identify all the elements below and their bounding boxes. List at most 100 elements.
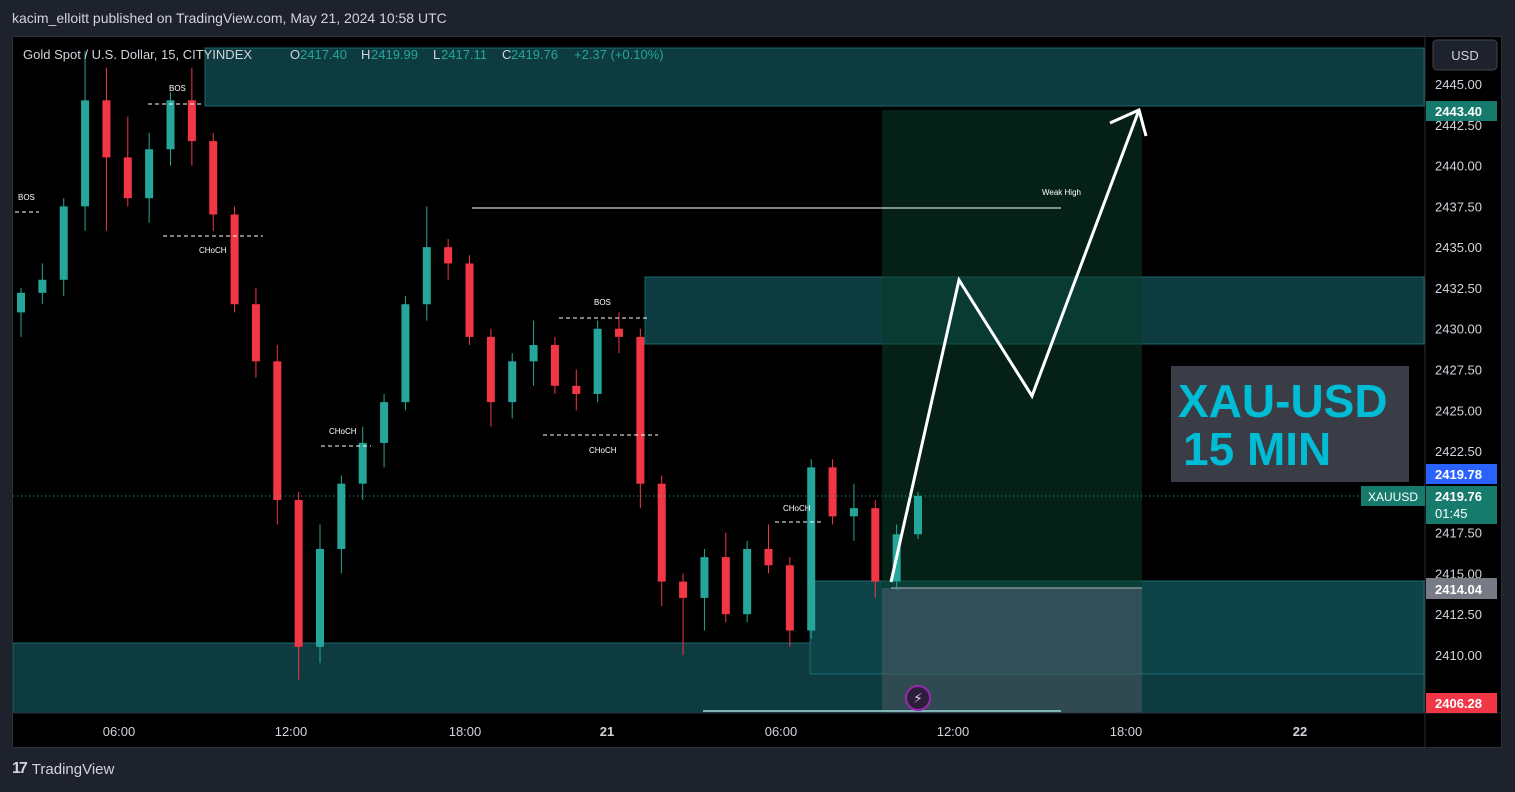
supply-zone-top: [204, 47, 1425, 107]
y-tick-label: 2440.00: [1435, 159, 1482, 174]
stop-price: 2406.28: [1435, 696, 1482, 711]
candle-body: [593, 328, 602, 394]
candle-body: [465, 263, 474, 337]
choch-label-3: CHoCH: [589, 446, 617, 455]
legend-h-label: H: [361, 47, 370, 62]
candle-body: [444, 247, 453, 264]
y-tick-label: 2410.00: [1435, 648, 1482, 663]
choch-label-4: CHoCH: [783, 504, 811, 513]
candle-body: [572, 385, 581, 394]
candle-body: [721, 557, 730, 615]
candle-body: [187, 100, 196, 142]
candle-body: [102, 100, 111, 158]
x-tick-label: 06:00: [765, 724, 798, 739]
candle-body: [145, 149, 154, 199]
bos-label-1: BOS: [169, 84, 186, 93]
last-price: 2419.76: [1435, 489, 1482, 504]
zone-top-price: 2443.40: [1435, 104, 1482, 119]
lightning-icon[interactable]: ⚡: [905, 685, 931, 711]
publish-line: kacim_elloitt published on TradingView.c…: [12, 10, 447, 26]
candle-body: [529, 345, 538, 362]
candle-body: [380, 402, 389, 443]
stop-price-tag: [1426, 693, 1497, 713]
y-tick-label: 2417.50: [1435, 526, 1482, 541]
candle-body: [764, 548, 773, 566]
currency-button[interactable]: [1432, 39, 1498, 71]
x-tick-label: 18:00: [1110, 724, 1143, 739]
legend-o-value: 2417.40: [300, 47, 347, 62]
title-line-1: XAU-USD: [1178, 375, 1388, 427]
legend-c-label: C: [502, 47, 511, 62]
last-price-tag: [1426, 486, 1497, 524]
candle-body: [38, 279, 47, 293]
y-tick-label: 2415.00: [1435, 566, 1482, 581]
y-tick-label: 2430.00: [1435, 322, 1482, 337]
candle-body: [81, 100, 90, 207]
candle-body: [550, 345, 559, 386]
candle-body: [871, 508, 880, 582]
entry-price-tag: [1426, 578, 1497, 599]
candle-body: [358, 442, 367, 484]
y-tick-label: 2412.50: [1435, 607, 1482, 622]
chart-frame[interactable]: BOS CHoCH BOS CHoCH BOS CHoCH CHoCH Weak…: [12, 36, 1502, 748]
candle-body: [700, 557, 709, 598]
candle-body: [785, 565, 794, 631]
x-tick-label: 12:00: [937, 724, 970, 739]
entry-price: 2414.04: [1435, 582, 1483, 597]
currency-label: USD: [1451, 48, 1478, 63]
bos-label-2: BOS: [18, 193, 35, 202]
x-tick-label: 06:00: [103, 724, 136, 739]
candle-body: [486, 336, 495, 403]
candle-body: [615, 328, 623, 337]
candle-body: [316, 548, 324, 647]
x-tick-label: 21: [600, 724, 614, 739]
candle-body: [294, 500, 303, 647]
footer-brand: TradingView: [31, 760, 115, 778]
y-tick-label: 2435.00: [1435, 240, 1482, 255]
candle-body: [123, 157, 132, 199]
position-target-area: [882, 110, 1142, 588]
legend-symbol: Gold Spot / U.S. Dollar, 15, CITYINDEX: [23, 47, 252, 62]
candle-body: [59, 206, 68, 280]
ohlc-legend: Gold Spot / U.S. Dollar, 15, CITYINDEX O…: [23, 47, 664, 62]
title-line-2: 15 MIN: [1183, 423, 1331, 475]
legend-o-label: O: [290, 47, 300, 62]
projection-path: [889, 109, 1141, 583]
bos-label-3: BOS: [594, 298, 611, 307]
title-box: [1171, 366, 1409, 482]
legend-l-label: L: [433, 47, 440, 62]
candle-body: [657, 483, 666, 582]
tradingview-logo-icon: 17: [12, 760, 28, 777]
legend-h-value: 2419.99: [371, 47, 418, 62]
svg-text:⚡: ⚡: [913, 690, 923, 706]
candle-body: [273, 361, 282, 501]
price-chart[interactable]: BOS CHoCH BOS CHoCH BOS CHoCH CHoCH Weak…: [12, 37, 1501, 747]
legend-l-value: 2417.11: [441, 47, 487, 62]
candle-body: [230, 214, 239, 305]
candle-body: [914, 495, 922, 535]
candle-body: [743, 548, 752, 615]
choch-label-1: CHoCH: [199, 246, 227, 255]
y-tick-label: 2422.50: [1435, 444, 1482, 459]
candle-body: [828, 467, 837, 517]
candle-body: [849, 508, 858, 517]
demand-zone: [809, 580, 1425, 675]
choch-label-2: CHoCH: [329, 427, 357, 436]
zone-top-price-tag: [1426, 101, 1497, 121]
y-tick-label: 2427.50: [1435, 363, 1482, 378]
candle-body: [209, 141, 218, 215]
y-tick-label: 2442.50: [1435, 118, 1482, 133]
alert-price: 2419.78: [1435, 467, 1482, 482]
candle-body: [251, 304, 260, 362]
candle-body: [166, 100, 175, 150]
footer: 17 TradingView: [12, 760, 114, 778]
candle-body: [401, 304, 410, 403]
legend-c-value: 2419.76: [511, 47, 558, 62]
x-tick-label: 12:00: [275, 724, 308, 739]
alert-price-tag: [1426, 464, 1497, 484]
y-tick-label: 2432.50: [1435, 281, 1482, 296]
symbol-tag: [1361, 486, 1425, 506]
candle-body: [508, 361, 517, 403]
candle-body: [807, 467, 816, 631]
candle-body: [636, 336, 645, 484]
